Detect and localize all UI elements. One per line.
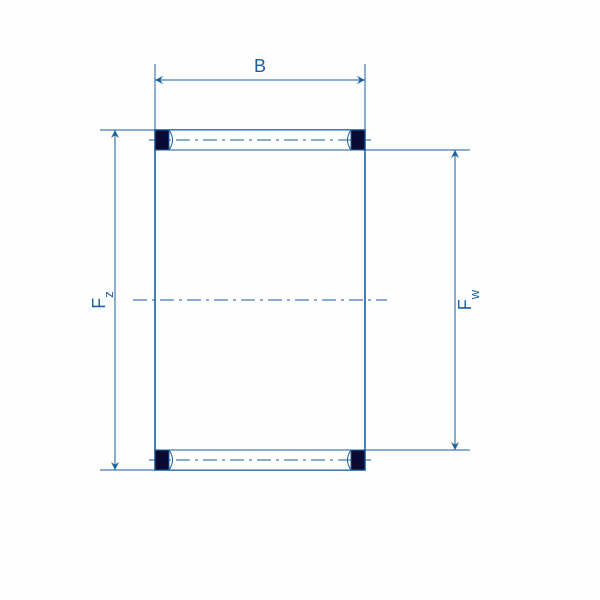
roller	[149, 450, 371, 470]
cage-end-block	[155, 450, 169, 470]
cage-end-block	[155, 130, 169, 150]
roller	[149, 130, 371, 150]
cage-end-block	[351, 130, 365, 150]
dim-b-label: B	[254, 56, 266, 76]
cage-end-block	[351, 450, 365, 470]
